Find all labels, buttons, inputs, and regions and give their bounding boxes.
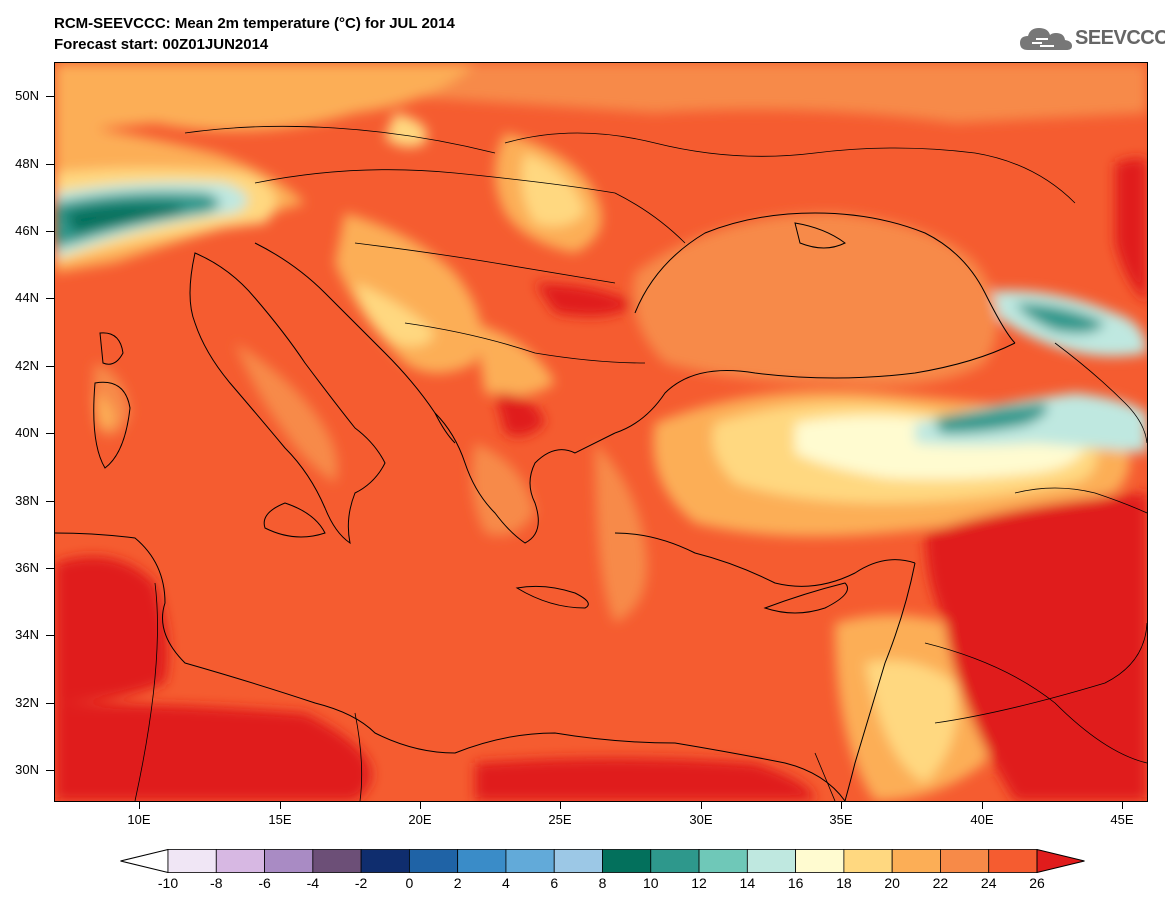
colorbar-swatch — [891, 849, 941, 873]
lon-label: 45E — [1110, 812, 1134, 827]
colorbar-swatch — [215, 849, 265, 873]
colorbar-swatch — [167, 849, 217, 873]
forecast-start-subtitle: Forecast start: 00Z01JUN2014 — [54, 36, 269, 53]
seevccc-logo: SEEVCCC — [1018, 24, 1165, 54]
colorbar-swatch — [264, 849, 314, 873]
colorbar-under-triangle — [120, 849, 169, 873]
colorbar-label: 22 — [932, 875, 949, 891]
colorbar-swatch — [408, 849, 459, 873]
colorbar-label: 26 — [1029, 875, 1045, 891]
colorbar-label: -6 — [258, 875, 271, 891]
lat-label: 38N — [15, 493, 39, 508]
colorbar-label: -4 — [306, 875, 320, 891]
colorbar-label: 2 — [453, 875, 462, 891]
colorbar-label: 4 — [502, 875, 510, 891]
lon-label: 30E — [689, 812, 713, 827]
colorbar-label: -2 — [354, 875, 368, 891]
lat-label: 34N — [15, 627, 39, 642]
colorbar-swatch — [553, 849, 603, 873]
colorbar-swatch — [602, 849, 652, 873]
lat-label: 30N — [15, 762, 39, 777]
lat-label: 36N — [15, 560, 39, 575]
colorbar-swatch — [988, 849, 1038, 873]
colorbar-label: 20 — [884, 875, 900, 891]
colorbar-swatch — [698, 849, 748, 873]
colorbar-label: 14 — [739, 875, 756, 891]
colorbar-swatch — [457, 849, 507, 873]
temperature-colorbar — [120, 849, 1085, 873]
colorbar-swatch — [360, 849, 410, 873]
coastlines — [55, 125, 1147, 801]
lat-label: 50N — [15, 88, 39, 103]
colorbar-label: 18 — [836, 875, 852, 891]
colorbar-swatch — [505, 849, 555, 873]
colorbar-swatch — [843, 849, 893, 873]
lon-label: 15E — [268, 812, 292, 827]
lat-label: 48N — [15, 156, 39, 171]
cloud-icon — [1020, 28, 1072, 50]
lon-label: 20E — [408, 812, 432, 827]
temperature-map — [54, 62, 1148, 802]
colorbar-swatch — [795, 849, 845, 873]
lon-label: 40E — [970, 812, 994, 827]
lat-label: 46N — [15, 223, 39, 238]
map-title: RCM-SEEVCCC: Mean 2m temperature (°C) fo… — [54, 15, 455, 32]
colorbar-over-triangle — [1036, 849, 1085, 873]
colorbar-label: 24 — [980, 875, 997, 891]
lat-label: 40N — [15, 425, 39, 440]
colorbar-label: 0 — [405, 875, 414, 891]
lat-label: 32N — [15, 695, 39, 710]
colorbar-swatch — [650, 849, 700, 873]
colorbar-label: 16 — [787, 875, 804, 891]
colorbar-label: 10 — [642, 875, 659, 891]
colorbar-label: 12 — [691, 875, 707, 891]
lon-label: 10E — [127, 812, 151, 827]
lat-label: 42N — [15, 358, 39, 373]
colorbar-swatch — [746, 849, 797, 873]
lon-label: 35E — [829, 812, 853, 827]
colorbar-label: 6 — [550, 875, 559, 891]
lat-label: 44N — [15, 290, 39, 305]
colorbar-swatch — [312, 849, 362, 873]
temperature-contours — [55, 63, 1147, 801]
colorbar-label: -10 — [157, 875, 179, 891]
lon-label: 25E — [548, 812, 572, 827]
colorbar-label: -8 — [210, 875, 223, 891]
colorbar-label: 8 — [598, 875, 607, 891]
logo-text: SEEVCCC — [1075, 27, 1165, 49]
colorbar-swatch — [940, 849, 990, 873]
